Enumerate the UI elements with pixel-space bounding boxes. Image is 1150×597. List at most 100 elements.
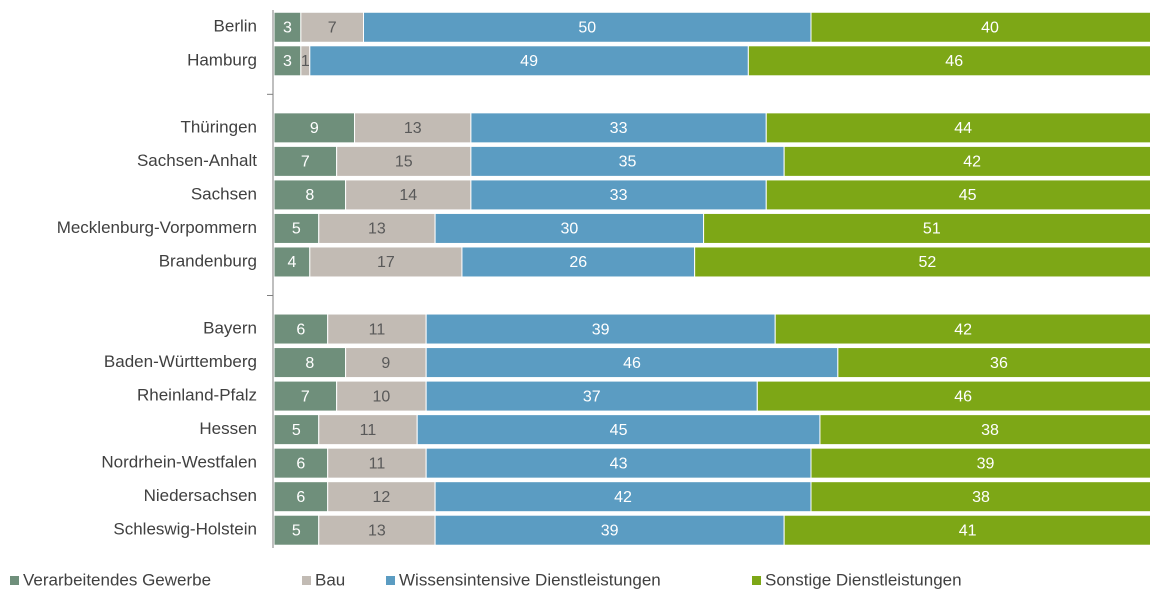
data-label: 42 bbox=[954, 321, 972, 338]
bar-segment bbox=[425, 380, 758, 412]
data-label: 42 bbox=[963, 154, 981, 171]
data-label: 3 bbox=[283, 19, 292, 36]
legend-swatch bbox=[752, 576, 761, 585]
bar-segment bbox=[273, 514, 320, 546]
data-label: 30 bbox=[560, 221, 578, 238]
data-label: 40 bbox=[981, 19, 999, 36]
data-label: 45 bbox=[959, 187, 977, 204]
data-label: 33 bbox=[610, 187, 628, 204]
bar-segment bbox=[747, 45, 1150, 77]
bar-segment bbox=[345, 179, 472, 211]
data-label: 39 bbox=[977, 455, 995, 472]
data-label: 39 bbox=[601, 522, 619, 539]
data-label: 5 bbox=[292, 522, 301, 539]
y-tick-label: Sachsen-Anhalt bbox=[137, 151, 257, 170]
data-label: 9 bbox=[381, 355, 390, 372]
data-label: 6 bbox=[296, 489, 305, 506]
legend-label: Wissensintensive Dienstleistungen bbox=[399, 570, 661, 589]
data-label: 7 bbox=[328, 19, 337, 36]
data-label: 11 bbox=[369, 321, 386, 338]
bar-segment bbox=[318, 414, 418, 446]
data-label: 6 bbox=[296, 455, 305, 472]
bar-segment bbox=[434, 212, 705, 244]
y-tick-label: Mecklenburg-Vorpommern bbox=[57, 218, 257, 237]
bar-segment bbox=[309, 246, 463, 278]
bar-segment bbox=[837, 347, 1150, 379]
bar-segment bbox=[318, 514, 436, 546]
bar-segment bbox=[434, 514, 785, 546]
bar-segment bbox=[470, 145, 785, 177]
data-label: 42 bbox=[614, 489, 632, 506]
y-tick-label: Brandenburg bbox=[159, 251, 257, 270]
bar-segment bbox=[470, 179, 767, 211]
bar-segment bbox=[345, 347, 427, 379]
data-label: 11 bbox=[369, 455, 386, 472]
data-label: 51 bbox=[923, 221, 941, 238]
y-tick-label: Sachsen bbox=[191, 184, 257, 203]
bar-segment bbox=[363, 11, 812, 43]
bar-segment bbox=[273, 145, 338, 177]
y-tick-label: Rheinland-Pfalz bbox=[137, 386, 257, 405]
data-label: 11 bbox=[360, 422, 377, 439]
data-label: 44 bbox=[954, 120, 972, 137]
data-label: 52 bbox=[918, 254, 936, 271]
data-label: 4 bbox=[287, 254, 296, 271]
data-label: 33 bbox=[610, 120, 628, 137]
data-label: 46 bbox=[954, 388, 972, 405]
bar-segment bbox=[783, 145, 1150, 177]
data-label: 43 bbox=[610, 455, 628, 472]
data-label: 17 bbox=[377, 254, 395, 271]
y-tick-label: Nordrhein-Westfalen bbox=[101, 453, 257, 472]
bar-segment bbox=[273, 347, 347, 379]
data-label: 36 bbox=[990, 355, 1008, 372]
data-label: 13 bbox=[368, 522, 386, 539]
y-tick-label: Bayern bbox=[203, 319, 257, 338]
y-tick-label: Niedersachsen bbox=[144, 486, 257, 505]
bar-segment bbox=[318, 212, 436, 244]
bar-segment bbox=[273, 481, 329, 513]
bar-segment bbox=[336, 380, 427, 412]
data-label: 45 bbox=[610, 422, 628, 439]
data-label: 7 bbox=[301, 388, 310, 405]
data-label: 50 bbox=[578, 19, 596, 36]
bar-segment bbox=[309, 45, 749, 77]
data-label: 41 bbox=[959, 522, 977, 539]
bar-segment bbox=[694, 246, 1150, 278]
y-tick-label: Schleswig-Holstein bbox=[113, 520, 257, 539]
bar-segment bbox=[327, 313, 427, 345]
data-label: 10 bbox=[373, 388, 391, 405]
data-label: 9 bbox=[310, 120, 319, 137]
data-label: 5 bbox=[292, 221, 301, 238]
y-tick-label: Hessen bbox=[199, 419, 257, 438]
data-label: 46 bbox=[945, 53, 963, 70]
legend-label: Bau bbox=[315, 570, 345, 589]
data-label: 26 bbox=[569, 254, 587, 271]
legend-swatch bbox=[10, 576, 19, 585]
y-tick-label: Thüringen bbox=[180, 117, 257, 136]
data-label: 8 bbox=[305, 187, 314, 204]
legend-label: Sonstige Dienstleistungen bbox=[765, 570, 962, 589]
bar-segment bbox=[774, 313, 1150, 345]
bar-segment bbox=[273, 246, 311, 278]
legend-swatch bbox=[302, 576, 311, 585]
y-tick-label: Baden-Württemberg bbox=[104, 352, 257, 371]
data-label: 35 bbox=[619, 154, 637, 171]
data-label: 6 bbox=[296, 321, 305, 338]
bar-segment bbox=[703, 212, 1150, 244]
data-label: 14 bbox=[399, 187, 417, 204]
bar-segment bbox=[765, 112, 1150, 144]
data-label: 3 bbox=[283, 53, 292, 70]
bar-segment bbox=[819, 414, 1150, 446]
bar-segment bbox=[273, 313, 329, 345]
data-label: 5 bbox=[292, 422, 301, 439]
bar-segment bbox=[783, 514, 1150, 546]
bar-segment bbox=[765, 179, 1150, 211]
data-label: 12 bbox=[373, 489, 391, 506]
data-label: 13 bbox=[368, 221, 386, 238]
bar-segment bbox=[273, 179, 347, 211]
bar-segment bbox=[470, 112, 767, 144]
data-label: 49 bbox=[520, 53, 538, 70]
bar-segment bbox=[810, 11, 1150, 43]
legend-swatch bbox=[386, 576, 395, 585]
